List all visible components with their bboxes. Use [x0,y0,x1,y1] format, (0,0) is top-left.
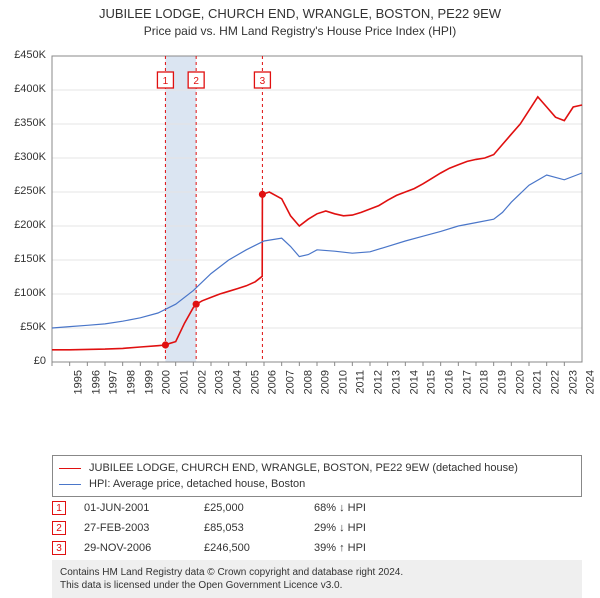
x-axis-label: 2002 [196,370,208,394]
x-axis-label: 1998 [125,370,137,394]
event-row: 2 27-FEB-2003£85,05329% ↓ HPI [52,518,424,538]
svg-text:3: 3 [260,76,266,87]
x-axis-label: 2003 [214,370,226,394]
event-pct: 29% ↓ HPI [314,522,424,534]
y-axis-label: £350K [2,117,46,129]
legend-swatch [59,484,81,485]
x-axis-label: 2021 [532,370,544,394]
x-axis-label: 2010 [337,370,349,394]
chart-subtitle: Price paid vs. HM Land Registry's House … [0,24,600,38]
svg-text:1: 1 [163,76,169,87]
legend-label: JUBILEE LODGE, CHURCH END, WRANGLE, BOST… [89,462,518,474]
x-axis-label: 2012 [373,370,385,394]
x-axis-label: 1996 [90,370,102,394]
x-axis-label: 2001 [178,370,190,394]
event-price: £85,053 [204,522,314,534]
y-axis-label: £200K [2,219,46,231]
x-axis-label: 2007 [284,370,296,394]
y-axis-label: £400K [2,83,46,95]
event-date: 01-JUN-2001 [84,502,204,514]
x-axis-label: 2014 [408,370,420,394]
chart-area: 1 2 3 £0 £50K £100K £150K £200K £250K £300K £350K… [0,52,600,412]
event-price: £25,000 [204,502,314,514]
y-axis-label: £0 [2,355,46,367]
legend-row: JUBILEE LODGE, CHURCH END, WRANGLE, BOST… [59,460,575,476]
event-marker: 3 [52,541,66,555]
x-axis-label: 2004 [231,370,243,394]
y-axis-label: £300K [2,151,46,163]
event-pct: 68% ↓ HPI [314,502,424,514]
events-table: 1 01-JUN-2001£25,00068% ↓ HPI 2 27-FEB-2003… [52,498,424,558]
event-pct: 39% ↑ HPI [314,542,424,554]
legend-swatch [59,468,81,469]
footer-attribution: Contains HM Land Registry data © Crown c… [52,560,582,598]
x-axis-label: 2011 [354,370,366,394]
x-axis-label: 1997 [108,370,120,394]
x-axis-label: 2005 [249,370,261,394]
x-axis-label: 2008 [302,370,314,394]
event-price: £246,500 [204,542,314,554]
y-axis-label: £150K [2,253,46,265]
svg-text:2: 2 [193,76,199,87]
event-row: 1 01-JUN-2001£25,00068% ↓ HPI [52,498,424,518]
event-date: 27-FEB-2003 [84,522,204,534]
chart-title: JUBILEE LODGE, CHURCH END, WRANGLE, BOST… [0,6,600,21]
x-axis-label: 2020 [514,370,526,394]
y-axis-label: £450K [2,49,46,61]
event-marker: 2 [52,521,66,535]
legend-row: HPI: Average price, detached house, Bost… [59,476,575,492]
y-axis-label: £100K [2,287,46,299]
x-axis-label: 2018 [479,370,491,394]
x-axis-label: 1995 [72,370,84,394]
x-axis-label: 2015 [426,370,438,394]
x-axis-label: 2022 [549,370,561,394]
y-axis-label: £50K [2,321,46,333]
x-axis-label: 2023 [567,370,579,394]
x-axis-label: 2016 [443,370,455,394]
footer-line2: This data is licensed under the Open Gov… [60,579,574,592]
event-date: 29-NOV-2006 [84,542,204,554]
y-axis-label: £250K [2,185,46,197]
event-marker: 1 [52,501,66,515]
legend-series-box: JUBILEE LODGE, CHURCH END, WRANGLE, BOST… [52,455,582,497]
x-axis-label: 2017 [461,370,473,394]
legend-label: HPI: Average price, detached house, Bost… [89,478,305,490]
x-axis-label: 2013 [390,370,402,394]
x-axis-label: 2006 [267,370,279,394]
x-axis-label: 2009 [320,370,332,394]
x-axis-label: 2000 [161,370,173,394]
x-axis-label: 2024 [585,370,597,394]
x-axis-label: 2019 [496,370,508,394]
chart-svg: 1 2 3 [0,52,600,412]
event-row: 3 29-NOV-2006£246,50039% ↑ HPI [52,538,424,558]
footer-line1: Contains HM Land Registry data © Crown c… [60,566,574,579]
x-axis-label: 1999 [143,370,155,394]
